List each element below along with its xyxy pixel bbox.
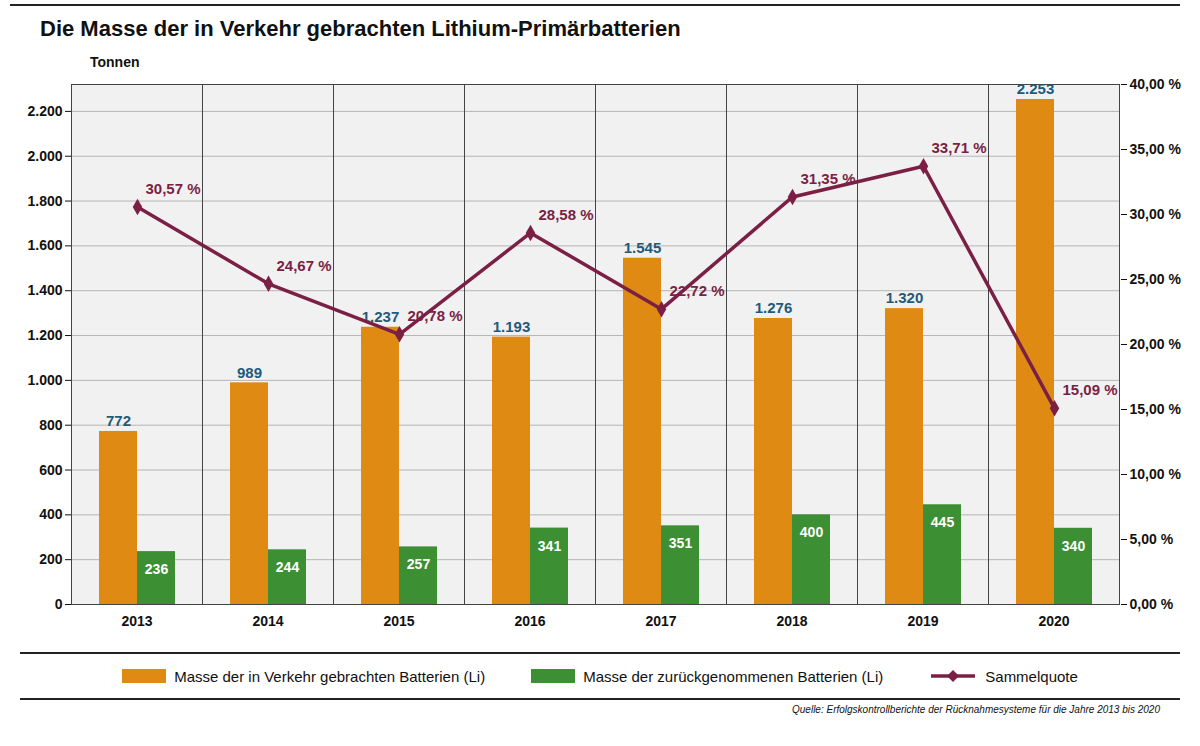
svg-text:236: 236 [145,561,169,577]
svg-text:1.545: 1.545 [624,239,662,256]
svg-text:244: 244 [276,559,300,575]
svg-text:15,00 %: 15,00 % [1130,401,1182,417]
svg-text:1.400: 1.400 [27,282,62,298]
svg-text:1.276: 1.276 [755,299,793,316]
svg-text:20,78 %: 20,78 % [408,307,463,324]
svg-text:25,00 %: 25,00 % [1130,271,1182,287]
svg-text:1.237: 1.237 [361,308,400,325]
svg-text:15,09 %: 15,09 % [1063,381,1118,398]
html-text:Sammelquote: Sammelquote [985,667,1078,685]
svg-text:22,72 %: 22,72 % [670,282,725,299]
svg-text:40,00 %: 40,00 % [1130,76,1182,92]
html-text:Quelle: Erfolgskontrollbericht: Quelle: Erfolgskontrollberichte der Rück… [792,704,1160,715]
svg-text:2019: 2019 [907,613,938,629]
svg-text:2020: 2020 [1038,613,1069,629]
html-text:Masse der in Verkehr gebrachte: Masse der in Verkehr gebrachten Batterie… [174,667,486,685]
svg-text:5,00 %: 5,00 % [1130,531,1174,547]
svg-text:257: 257 [407,556,431,572]
svg-text:2017: 2017 [645,613,676,629]
svg-text:1.000: 1.000 [27,372,62,388]
svg-text:341: 341 [538,538,562,554]
svg-text:2013: 2013 [121,613,152,629]
html-text:Tonnen: Tonnen [90,54,140,70]
svg-text:1.600: 1.600 [27,237,62,253]
svg-text:772: 772 [106,412,131,429]
svg-text:2.253: 2.253 [1017,80,1055,97]
svg-text:351: 351 [669,535,693,551]
svg-text:2015: 2015 [383,613,414,629]
html-text:Masse der zurückgenommenen Bat: Masse der zurückgenommenen Batterien (Li… [583,667,884,685]
svg-text:30,57 %: 30,57 % [146,180,201,197]
svg-text:600: 600 [39,461,63,477]
svg-text:0: 0 [55,596,63,612]
svg-text:20,00 %: 20,00 % [1130,336,1182,352]
svg-text:1.200: 1.200 [27,327,62,343]
svg-text:2018: 2018 [776,613,807,629]
svg-text:24,67 %: 24,67 % [277,257,332,274]
svg-text:340: 340 [1062,538,1086,554]
svg-text:800: 800 [39,417,63,433]
svg-text:1.320: 1.320 [886,289,924,306]
svg-text:10,00 %: 10,00 % [1130,466,1182,482]
svg-text:200: 200 [39,551,63,567]
html-text:Die Masse der in Verkehr gebra: Die Masse der in Verkehr gebrachten Lith… [40,16,681,41]
svg-text:30,00 %: 30,00 % [1130,206,1182,222]
svg-text:1.193: 1.193 [493,318,531,335]
svg-text:28,58 %: 28,58 % [539,206,594,223]
svg-text:2.000: 2.000 [27,148,62,164]
svg-text:2016: 2016 [514,613,545,629]
svg-text:2.200: 2.200 [27,103,62,119]
svg-text:400: 400 [39,506,63,522]
svg-text:0,00 %: 0,00 % [1130,596,1174,612]
svg-text:445: 445 [931,514,955,530]
svg-text:400: 400 [800,524,824,540]
svg-text:33,71 %: 33,71 % [932,139,987,156]
svg-text:989: 989 [237,364,262,381]
svg-text:1.800: 1.800 [27,193,62,209]
svg-text:2014: 2014 [252,613,283,629]
svg-text:31,35 %: 31,35 % [801,170,856,187]
svg-text:35,00 %: 35,00 % [1130,141,1182,157]
